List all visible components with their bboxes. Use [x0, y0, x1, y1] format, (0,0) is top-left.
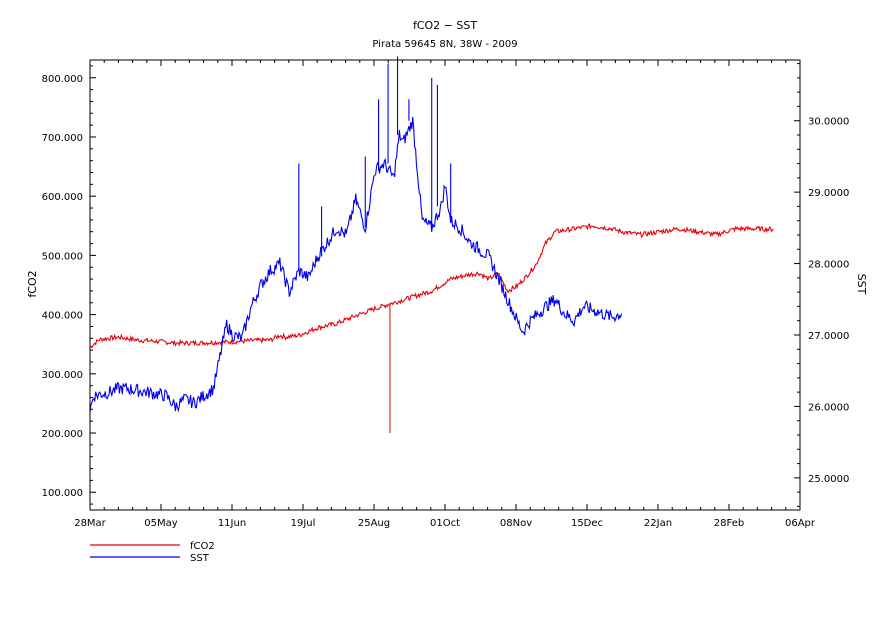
y-left-tick-label: 300.000	[42, 370, 83, 381]
y-left-tick-label: 400.000	[42, 311, 83, 322]
legend-label-sst: SST	[190, 553, 210, 564]
x-tick-label: 01Oct	[430, 518, 460, 529]
y-left-tick-label: 500.000	[42, 251, 83, 262]
series-line-fco2	[89, 222, 774, 349]
y-right-tick-label: 30.0000	[808, 117, 849, 128]
x-tick-label: 11Jun	[218, 518, 246, 529]
y-left-tick-label: 600.000	[42, 192, 83, 203]
y-left-tick-label: 200.000	[42, 429, 83, 440]
y-axis-left-label: fCO2	[26, 270, 39, 297]
x-tick-label: 08Nov	[500, 518, 532, 529]
x-tick-label: 15Dec	[571, 518, 603, 529]
y-right-tick-label: 28.0000	[808, 260, 849, 271]
x-tick-label: 28Feb	[714, 518, 744, 529]
series-layer	[89, 56, 774, 434]
series-line-sst	[89, 116, 623, 413]
x-tick-label: 28Mar	[74, 518, 106, 529]
chart-subtitle: Pirata 59645 8N, 38W - 2009	[372, 39, 517, 50]
y-left-tick-label: 800.000	[42, 74, 83, 85]
y-axis-right-label: SST	[855, 274, 868, 295]
legend: fCO2 SST	[90, 541, 215, 564]
chart-title: fCO2 − SST	[413, 19, 477, 32]
y-right-tick-label: 27.0000	[808, 331, 849, 342]
y-left-tick-label: 700.000	[42, 133, 83, 144]
x-tick-label: 22Jan	[644, 518, 672, 529]
y-left-tick-label: 100.000	[42, 488, 83, 499]
x-tick-label: 19Jul	[291, 518, 316, 529]
x-tick-label: 25Aug	[358, 518, 390, 529]
x-tick-label: 05May	[144, 518, 177, 529]
plot-frame	[89, 59, 801, 511]
y-right-tick-label: 29.0000	[808, 188, 849, 199]
axis-ticks: 28Mar 05May 11Jun 19Jul 25Aug 01Oct 08Nov 15Dec…	[42, 60, 849, 529]
legend-label-fco2: fCO2	[190, 541, 215, 552]
y-right-tick-label: 25.0000	[808, 474, 849, 485]
x-tick-label: 06Apr	[785, 518, 816, 529]
y-right-tick-label: 26.0000	[808, 402, 849, 413]
